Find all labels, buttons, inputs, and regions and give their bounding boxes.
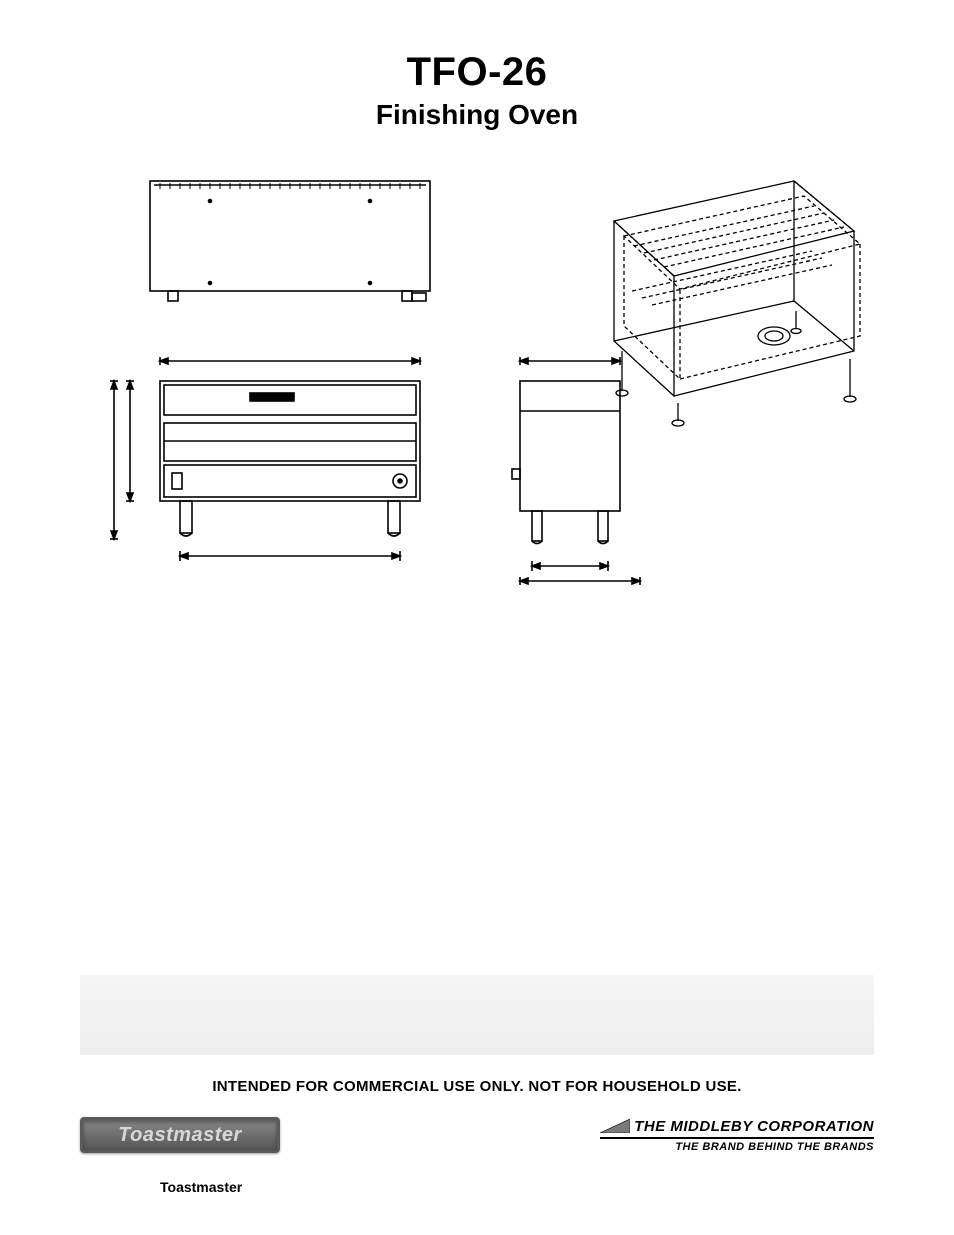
- drawing-front-elevation: [110, 351, 440, 571]
- corporation-tagline: THE BRAND BEHIND THE BRANDS: [600, 1137, 874, 1153]
- commercial-use-disclaimer: INTENDED FOR COMMERCIAL USE ONLY. NOT FO…: [80, 1078, 874, 1095]
- triangle-icon: [600, 1119, 630, 1133]
- drawing-isometric: [574, 141, 874, 431]
- drawing-back-elevation: [140, 171, 440, 311]
- footer-row: Toastmaster THE MIDDLEBY CORPORATION THE…: [80, 1105, 874, 1165]
- warning-bar: [80, 975, 874, 1055]
- technical-drawings: [80, 161, 874, 681]
- corporation-name: THE MIDDLEBY CORPORATION: [634, 1118, 874, 1135]
- model-number: TFO-26: [80, 50, 874, 95]
- corporation-name-line: THE MIDDLEBY CORPORATION: [600, 1118, 874, 1135]
- title-block: TFO-26 Finishing Oven: [80, 50, 874, 131]
- brand-badge: Toastmaster: [80, 1117, 280, 1153]
- spec-sheet-page: TFO-26 Finishing Oven: [0, 0, 954, 1235]
- corporation-block: THE MIDDLEBY CORPORATION THE BRAND BEHIN…: [600, 1118, 874, 1153]
- product-name: Finishing Oven: [80, 99, 874, 131]
- brand-badge-text: Toastmaster: [118, 1124, 242, 1147]
- footer-brand-text: Toastmaster: [160, 1179, 242, 1195]
